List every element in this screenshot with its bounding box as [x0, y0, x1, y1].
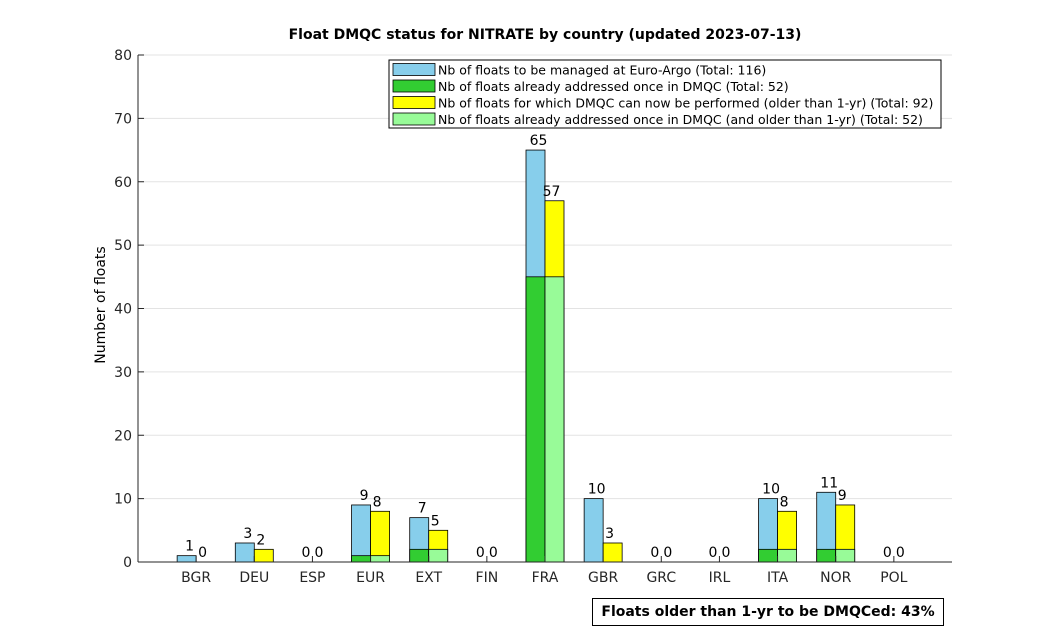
bar-managed-DEU: [234, 542, 255, 563]
x-tick-label: GRC: [646, 570, 676, 586]
bar-older-DEU: [253, 548, 274, 563]
bar-label-left-FIN: 0: [476, 545, 485, 561]
x-tick-label: EXT: [415, 570, 442, 586]
bar-managed-dmqc-EUR: [351, 555, 371, 563]
legend-entry-label: Nb of floats already addressed once in D…: [438, 79, 789, 94]
x-tick-label: ESP: [299, 570, 325, 586]
bar-managed-BGR: [176, 555, 197, 563]
bar-label-left-GBR: 10: [588, 482, 606, 498]
bar-label-left-ITA: 10: [762, 482, 780, 498]
x-tick-label: EUR: [356, 570, 385, 586]
bar-older-EUR: [370, 510, 390, 563]
x-tick-label: GBR: [588, 570, 618, 586]
y-tick-label: 30: [114, 365, 132, 381]
bar-managed-dmqc-FRA: [525, 276, 546, 563]
bar-label-right-FIN: 0: [489, 545, 498, 561]
bar-label-right-ITA: 8: [780, 494, 789, 510]
bar-older-dmqc-EUR: [370, 555, 390, 563]
bar-label-left-FRA: 65: [530, 133, 548, 149]
bar-label-left-EUR: 9: [360, 488, 369, 504]
bar-label-right-ESP: 0: [314, 545, 323, 561]
legend: Nb of floats to be managed at Euro-Argo …: [388, 59, 942, 129]
x-tick-label: NOR: [820, 570, 851, 586]
summary-box: Floats older than 1-yr to be DMQCed: 43%: [592, 598, 944, 626]
x-tick-label: DEU: [239, 570, 269, 586]
y-tick-label: 20: [114, 428, 132, 444]
bar-older-GBR: [602, 542, 623, 563]
y-tick-label: 70: [114, 111, 132, 127]
bar-label-right-IRL: 0: [721, 545, 730, 561]
bar-managed-dmqc-EXT: [409, 548, 430, 563]
y-tick-label: 50: [114, 238, 132, 254]
bar-older-dmqc-FRA: [544, 276, 565, 563]
bar-label-right-EUR: 8: [373, 494, 382, 510]
x-tick-label: IRL: [709, 570, 731, 586]
bar-managed-dmqc-NOR: [816, 548, 837, 563]
legend-entry-label: Nb of floats already addressed once in D…: [438, 112, 923, 127]
x-tick-label: BGR: [181, 570, 211, 586]
legend-swatch: [392, 112, 436, 126]
bar-label-left-POL: 0: [883, 545, 892, 561]
bar-label-right-NOR: 9: [838, 488, 847, 504]
bar-managed-GBR: [583, 498, 604, 563]
bars: [176, 149, 856, 563]
y-tick-label: 80: [114, 48, 132, 64]
bar-label-left-IRL: 0: [708, 545, 717, 561]
bar-older-dmqc-EXT: [428, 548, 449, 563]
legend-box: [388, 59, 942, 129]
x-tick-label: POL: [880, 570, 907, 586]
bar-label-right-POL: 0: [896, 545, 905, 561]
legend-swatch: [392, 63, 436, 76]
y-axis-label: Number of floats: [93, 246, 109, 363]
bar-managed-EUR: [351, 504, 371, 563]
bar-label-left-DEU: 3: [243, 526, 252, 542]
chart-title: Float DMQC status for NITRATE by country…: [289, 27, 802, 43]
bar-older-dmqc-ITA: [777, 548, 797, 563]
y-tick-label: 60: [114, 175, 132, 191]
bar-label-right-BGR: 0: [198, 545, 207, 561]
bar-label-right-EXT: 5: [431, 513, 440, 529]
bar-older-dmqc-NOR: [835, 548, 856, 563]
legend-entry-label: Nb of floats for which DMQC can now be p…: [438, 96, 933, 111]
bar-label-left-ESP: 0: [301, 545, 310, 561]
bar-label-right-DEU: 2: [256, 532, 265, 548]
y-tick-label: 0: [123, 555, 132, 571]
bar-label-left-NOR: 11: [820, 475, 838, 491]
y-tick-label: 40: [114, 302, 132, 318]
x-tick-label: FIN: [476, 570, 499, 586]
legend-swatch: [392, 96, 436, 109]
bar-label-left-EXT: 7: [418, 501, 427, 517]
bar-label-left-GRC: 0: [650, 545, 659, 561]
bar-label-right-GRC: 0: [663, 545, 672, 561]
x-tick-label: ITA: [767, 570, 789, 586]
x-tick-label: FRA: [532, 570, 559, 586]
legend-entry-label: Nb of floats to be managed at Euro-Argo …: [438, 63, 766, 78]
bar-label-right-GBR: 3: [605, 526, 614, 542]
bar-label-left-BGR: 1: [185, 539, 194, 555]
y-tick-label: 10: [114, 492, 132, 508]
bar-managed-dmqc-ITA: [758, 548, 778, 563]
bar-label-right-FRA: 57: [543, 184, 561, 200]
legend-swatch: [392, 79, 436, 93]
